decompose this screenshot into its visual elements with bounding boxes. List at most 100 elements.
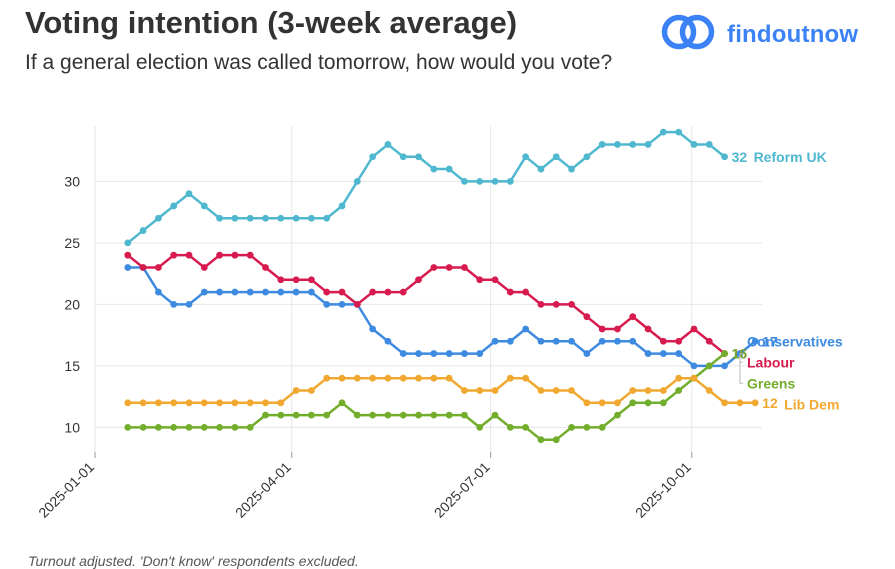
data-point-conservatives [384, 337, 392, 345]
data-point-conservatives [430, 350, 438, 357]
data-point-reform-uk [399, 153, 407, 161]
data-point-lib-dem [170, 399, 178, 407]
data-point-labour [277, 276, 285, 284]
data-point-reform-uk [185, 190, 193, 198]
y-axis-ticks: 10 15 20 25 30 [64, 173, 80, 435]
data-point-lib-dem [338, 374, 346, 382]
end-value-labour: 16 [732, 346, 748, 362]
data-point-lib-dem [308, 387, 315, 394]
series-name-label-conservatives: Conservatives [747, 333, 843, 349]
data-point-greens [522, 423, 530, 431]
data-point-conservatives [537, 337, 545, 345]
data-point-reform-uk [308, 214, 315, 222]
data-point-labour [200, 264, 208, 271]
data-point-greens [399, 411, 407, 419]
data-point-conservatives [461, 350, 468, 357]
data-point-lib-dem [736, 399, 744, 407]
end-labels: 32 Reform UK17Conservatives16Labour16Gree… [732, 149, 843, 413]
data-point-labour [124, 251, 132, 259]
data-point-lib-dem [292, 387, 300, 394]
x-tick-label: 2025-04-01 [232, 459, 294, 521]
data-point-conservatives [308, 288, 315, 296]
data-point-reform-uk [262, 214, 269, 222]
data-point-conservatives [124, 264, 132, 271]
data-point-labour [430, 264, 438, 271]
series-name-label-reform-uk: Reform UK [754, 149, 827, 165]
data-point-reform-uk [323, 214, 331, 222]
data-point-labour [216, 251, 224, 259]
data-point-lib-dem [583, 399, 591, 407]
data-point-labour [568, 300, 575, 308]
data-point-reform-uk [476, 177, 484, 185]
data-point-lib-dem [705, 387, 713, 394]
data-point-reform-uk [461, 177, 468, 185]
end-value-greens: 16 [732, 346, 748, 362]
data-point-lib-dem [614, 399, 621, 407]
data-point-greens [216, 423, 224, 431]
data-point-labour [292, 276, 300, 284]
data-point-lib-dem [721, 399, 728, 407]
data-point-greens [675, 387, 683, 394]
data-point-conservatives [369, 325, 377, 333]
data-point-conservatives [399, 350, 407, 357]
data-point-reform-uk [690, 141, 698, 148]
data-point-reform-uk [384, 141, 392, 148]
data-point-conservatives [675, 350, 683, 357]
data-point-reform-uk [353, 177, 361, 185]
data-point-conservatives [246, 288, 254, 296]
data-point-greens [629, 399, 637, 407]
data-point-conservatives [262, 288, 269, 296]
data-point-greens [537, 436, 545, 444]
data-point-reform-uk [170, 202, 178, 210]
data-point-greens [369, 411, 377, 419]
data-point-conservatives [185, 300, 193, 308]
data-point-reform-uk [231, 214, 239, 222]
data-point-reform-uk [445, 165, 453, 173]
data-point-reform-uk [415, 153, 422, 161]
data-point-reform-uk [644, 141, 652, 148]
data-point-conservatives [415, 350, 422, 357]
data-point-conservatives [154, 288, 162, 296]
data-point-labour [384, 288, 392, 296]
data-point-greens [552, 436, 560, 444]
data-point-labour [323, 288, 331, 296]
data-point-lib-dem [415, 374, 422, 382]
data-point-greens [139, 423, 147, 431]
data-point-conservatives [644, 350, 652, 357]
data-point-conservatives [323, 300, 331, 308]
data-point-greens [185, 423, 193, 431]
data-point-lib-dem [231, 399, 239, 407]
data-point-greens [721, 350, 728, 357]
data-point-reform-uk [537, 165, 545, 173]
data-point-greens [583, 423, 591, 431]
data-point-greens [277, 411, 285, 419]
data-point-reform-uk [614, 141, 621, 148]
brand-logo[interactable]: findoutnow [657, 12, 858, 57]
data-point-lib-dem [659, 387, 667, 394]
y-tick-label: 20 [64, 296, 80, 312]
brand-rings-icon [657, 12, 719, 57]
data-point-greens [384, 411, 392, 419]
data-point-reform-uk [506, 177, 514, 185]
data-point-labour [399, 288, 407, 296]
data-point-greens [491, 411, 499, 419]
data-point-labour [552, 300, 560, 308]
x-tick-label: 2025-10-01 [632, 459, 694, 521]
data-point-lib-dem [216, 399, 224, 407]
data-point-greens [154, 423, 162, 431]
data-point-reform-uk [246, 214, 254, 222]
data-point-reform-uk [598, 141, 606, 148]
data-point-greens [353, 411, 361, 419]
brand-name: findoutnow [727, 20, 859, 48]
data-point-lib-dem [476, 387, 484, 394]
end-value-conservatives: 17 [762, 333, 778, 349]
data-point-labour [506, 288, 514, 296]
data-point-lib-dem [751, 399, 759, 407]
y-tick-label: 30 [64, 173, 80, 189]
data-point-greens [124, 423, 132, 431]
data-point-labour [476, 276, 484, 284]
data-point-lib-dem [506, 374, 514, 382]
data-point-conservatives [721, 362, 728, 370]
data-point-reform-uk [124, 239, 132, 247]
data-point-reform-uk [200, 202, 208, 210]
